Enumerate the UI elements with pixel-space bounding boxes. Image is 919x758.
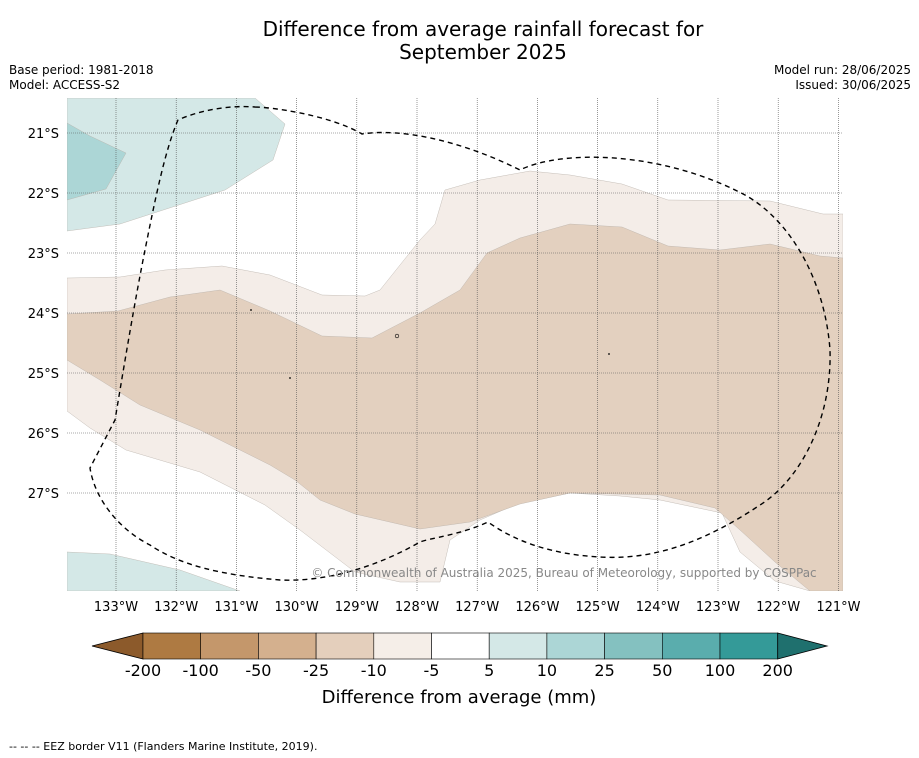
copyright-text: © Commonwealth of Australia 2025, Bureau… — [311, 566, 816, 580]
model-run: Model run: 28/06/2025 — [773, 63, 911, 77]
colorbar-tick: -10 — [361, 661, 387, 680]
colorbar-swatch — [546, 632, 605, 660]
title-line-1: Difference from average rainfall forecas… — [262, 17, 704, 41]
colorbar-swatch — [604, 632, 663, 660]
eez-border — [89, 105, 831, 581]
colorbar-tick: 50 — [652, 661, 672, 680]
colorbar-tick: 10 — [537, 661, 557, 680]
colorbar-tick: -200 — [125, 661, 161, 680]
issued-date: Issued: 30/06/2025 — [795, 78, 911, 92]
longitude-label: 128°W — [395, 600, 439, 615]
island-marker — [608, 353, 610, 355]
latitude-labels: 21°S 22°S 23°S 24°S 25°S 26°S 27°S — [28, 127, 59, 502]
colorbar-swatch — [488, 632, 548, 660]
colorbar-swatch — [719, 632, 779, 660]
longitude-label: 126°W — [515, 600, 559, 615]
meta-right: Model run: 28/06/2025 Issued: 30/06/2025 — [774, 63, 911, 93]
colorbar-swatch — [142, 632, 202, 660]
wet-anomaly-region-south — [67, 551, 241, 591]
latitude-label: 23°S — [28, 247, 59, 262]
latitude-label: 26°S — [28, 427, 59, 442]
longitude-label: 131°W — [214, 600, 258, 615]
longitude-label: 122°W — [756, 600, 800, 615]
latitude-label: 25°S — [28, 367, 59, 382]
colorbar-arrow-left — [91, 632, 144, 660]
colorbar-arrow-right — [777, 632, 829, 660]
colorbar-tick: -5 — [424, 661, 440, 680]
longitude-label: 125°W — [576, 600, 620, 615]
longitude-label: 121°W — [816, 600, 860, 615]
base-period: Base period: 1981-2018 — [9, 63, 154, 77]
graticule — [67, 98, 843, 591]
latitude-label: 22°S — [28, 187, 59, 202]
longitude-label: 124°W — [636, 600, 680, 615]
model-name: Model: ACCESS-S2 — [9, 78, 121, 92]
colorbar-title: Difference from average (mm) — [322, 687, 597, 708]
colorbar-swatch — [200, 632, 259, 660]
longitude-labels: 133°W 132°W 131°W 130°W 129°W 128°W 127°W 126°W… — [94, 600, 861, 615]
longitude-label: 123°W — [696, 600, 740, 615]
colorbar-swatch — [431, 632, 490, 660]
island-marker — [289, 377, 291, 379]
longitude-label: 127°W — [455, 600, 499, 615]
map-title: Difference from average rainfall forecas… — [0, 18, 919, 64]
colorbar-tick: -50 — [245, 661, 271, 680]
island-marker — [394, 333, 400, 339]
longitude-label: 129°W — [335, 600, 379, 615]
colorbar-tick: 5 — [484, 661, 494, 680]
colorbar-swatch — [258, 632, 317, 660]
longitude-label: 133°W — [94, 600, 138, 615]
colorbar-swatch — [661, 632, 721, 660]
colorbar-swatch — [373, 632, 432, 660]
colorbar-tick: -25 — [303, 661, 329, 680]
latitude-label: 24°S — [28, 307, 59, 322]
latitude-label: 27°S — [28, 487, 59, 502]
island-marker — [250, 309, 252, 311]
colorbar — [91, 632, 829, 660]
eez-footnote: -- -- -- EEZ border V11 (Flanders Marine… — [9, 740, 318, 753]
colorbar-tick-labels: -200 -100 -50 -25 -10 -5 5 10 25 50 100 200 — [125, 661, 793, 680]
colorbar-tick: 100 — [705, 661, 736, 680]
colorbar-tick: 200 — [762, 661, 793, 680]
meta-left: Base period: 1981-2018 Model: ACCESS-S2 — [9, 63, 154, 93]
longitude-label: 130°W — [275, 600, 319, 615]
colorbar-swatch — [315, 632, 375, 660]
longitude-label: 132°W — [154, 600, 198, 615]
title-line-2: September 2025 — [399, 40, 567, 64]
map-plot-area — [67, 98, 843, 591]
colorbar-tick: 25 — [594, 661, 614, 680]
latitude-label: 21°S — [28, 127, 59, 142]
colorbar-tick: -100 — [183, 661, 219, 680]
dry-anomaly-region-strong — [67, 223, 843, 591]
